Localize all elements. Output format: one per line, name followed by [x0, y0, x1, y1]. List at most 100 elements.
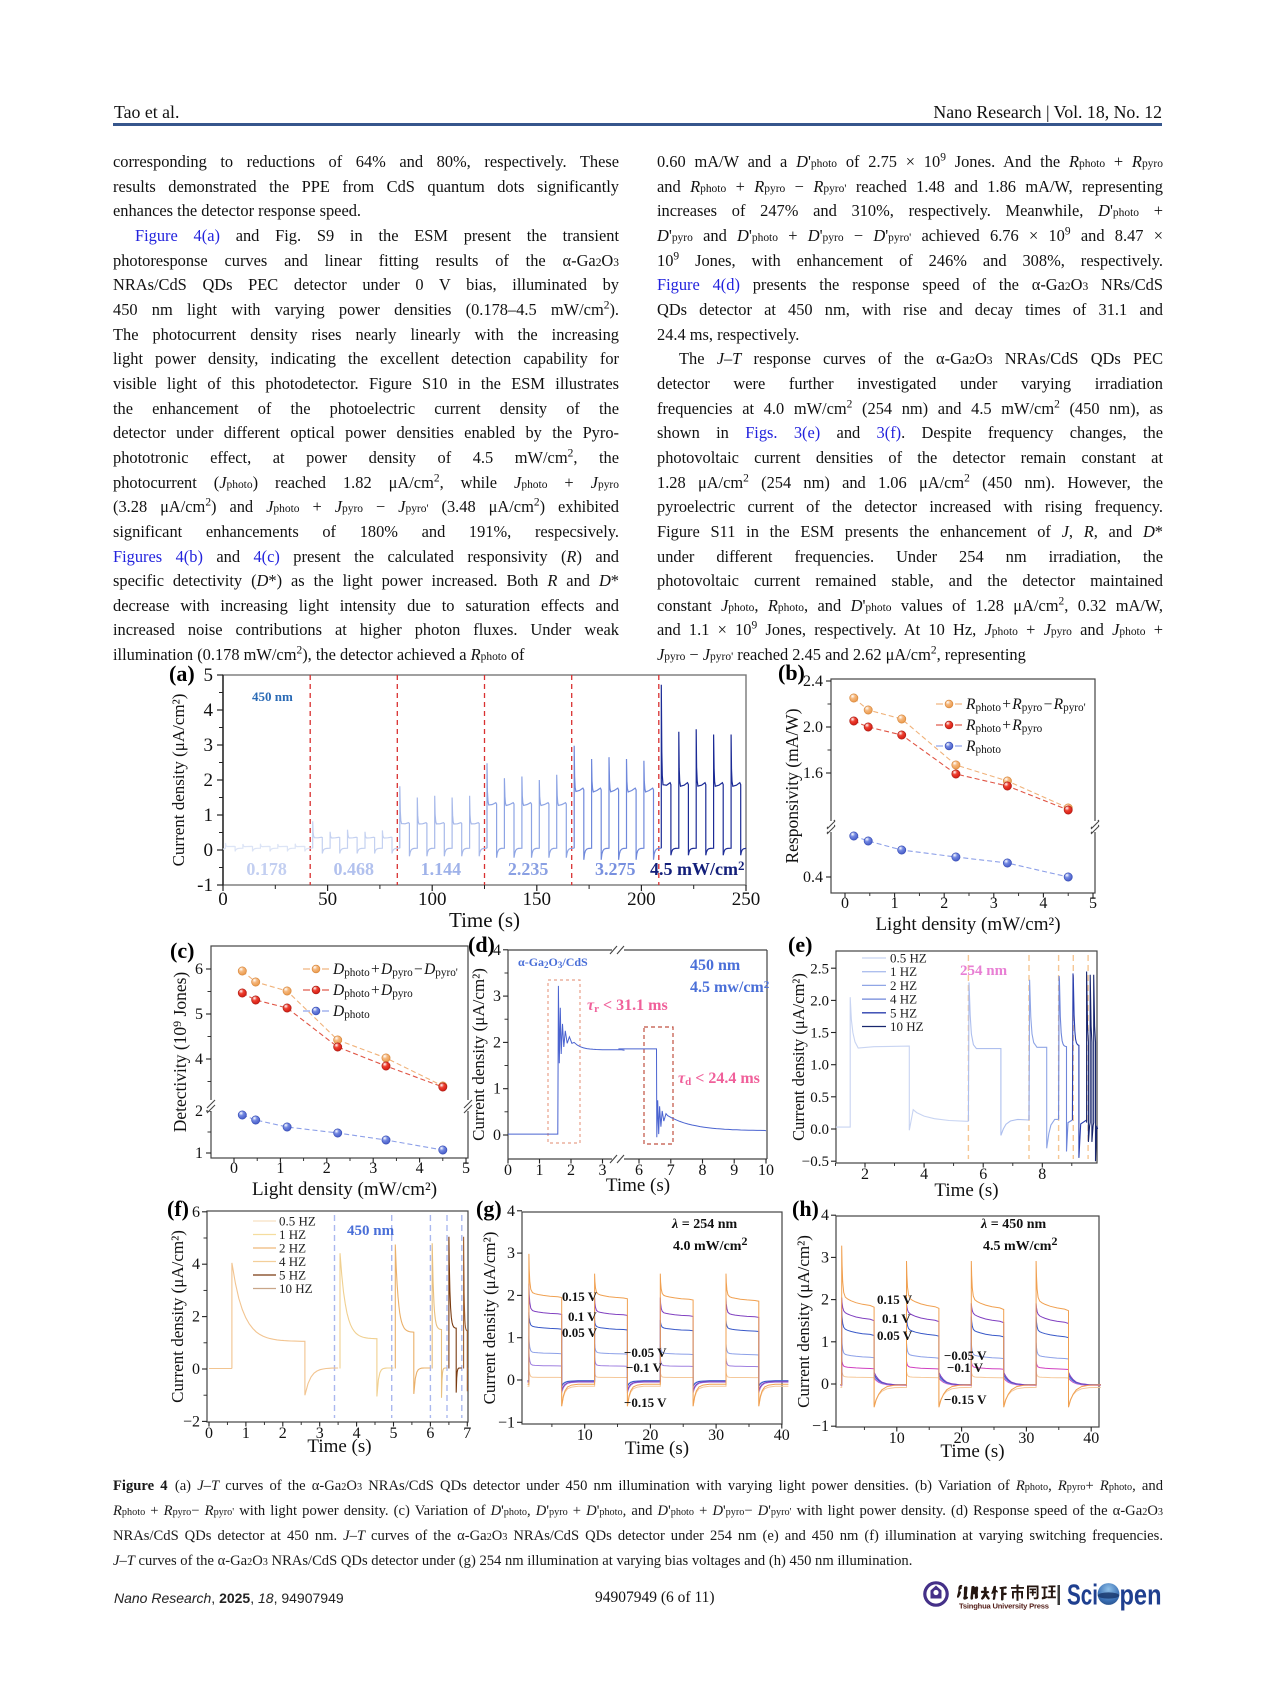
svg-text:2: 2 [204, 770, 214, 791]
svg-text:0.4: 0.4 [803, 869, 823, 886]
svg-text:1: 1 [242, 1425, 250, 1442]
svg-text:2.5: 2.5 [810, 961, 829, 977]
svg-text:9: 9 [730, 1162, 738, 1179]
svg-text:Current density (μA/cm²): Current density (μA/cm²) [789, 973, 808, 1141]
svg-text:0.1 V: 0.1 V [882, 1311, 911, 1326]
svg-text:1: 1 [821, 1334, 829, 1351]
svg-text:3: 3 [316, 1425, 324, 1442]
svg-text:(d): (d) [468, 932, 495, 957]
svg-text:20: 20 [642, 1427, 658, 1444]
svg-text:5 HZ: 5 HZ [890, 1005, 917, 1020]
svg-text:Current density (μA/cm²): Current density (μA/cm²) [469, 968, 488, 1141]
svg-text:0.15 V: 0.15 V [877, 1292, 913, 1307]
svg-text:5: 5 [1089, 895, 1097, 912]
svg-text:0.05 V: 0.05 V [877, 1328, 913, 1343]
svg-text:10: 10 [889, 1430, 905, 1447]
svg-text:α-Ga2O3/CdS: α-Ga2O3/CdS [518, 955, 588, 970]
svg-text:2.235: 2.235 [508, 859, 549, 879]
svg-text:3: 3 [990, 895, 998, 912]
svg-text:150: 150 [523, 889, 552, 910]
svg-text:4.5 mW/cm2: 4.5 mW/cm2 [983, 1234, 1057, 1254]
svg-text:Dphoto + Dpyro − Dpyro': Dphoto + Dpyro − Dpyro' [332, 961, 458, 979]
svg-text:1.5: 1.5 [810, 1026, 829, 1042]
svg-text:30: 30 [1018, 1430, 1034, 1447]
svg-text:2: 2 [940, 895, 948, 912]
svg-text:Time (s): Time (s) [449, 908, 520, 932]
svg-text:0.1 V: 0.1 V [568, 1309, 597, 1324]
svg-text:0.05 V: 0.05 V [562, 1325, 598, 1340]
svg-text:Time (s): Time (s) [940, 1441, 1004, 1462]
svg-text:(c): (c) [170, 938, 194, 963]
svg-text:4: 4 [493, 942, 501, 959]
svg-text:−1: −1 [498, 1414, 515, 1431]
svg-text:0: 0 [821, 1376, 829, 1393]
svg-text:4: 4 [204, 700, 214, 721]
svg-text:0: 0 [218, 889, 228, 910]
svg-text:200: 200 [627, 889, 656, 910]
svg-text:0: 0 [192, 1361, 200, 1378]
svg-text:(f): (f) [167, 1196, 189, 1221]
svg-text:0: 0 [841, 895, 849, 912]
svg-text:10: 10 [577, 1427, 593, 1444]
svg-text:1: 1 [204, 805, 214, 826]
svg-text:2 HZ: 2 HZ [890, 978, 917, 993]
svg-text:1: 1 [507, 1330, 515, 1347]
svg-text:2: 2 [821, 1292, 829, 1309]
svg-text:pen: pen [1120, 1580, 1162, 1612]
svg-text:6: 6 [192, 1204, 200, 1221]
svg-text:2: 2 [493, 1034, 501, 1051]
svg-text:2: 2 [507, 1287, 515, 1304]
svg-text:2: 2 [192, 1309, 200, 1326]
svg-text:6: 6 [979, 1166, 987, 1183]
svg-text:Current density (μA/cm²): Current density (μA/cm²) [794, 1235, 813, 1408]
svg-text:Rphoto: Rphoto [965, 738, 1001, 756]
svg-text:Sci: Sci [1067, 1580, 1098, 1612]
svg-text:(e): (e) [788, 932, 812, 957]
svg-text:250: 250 [732, 889, 761, 910]
svg-text:450 nm: 450 nm [347, 1223, 395, 1239]
svg-text:5: 5 [462, 1160, 470, 1177]
svg-text:0.5: 0.5 [810, 1090, 829, 1106]
svg-text:1: 1 [536, 1162, 544, 1179]
svg-text:1: 1 [493, 1081, 501, 1098]
svg-text:0: 0 [205, 1425, 213, 1442]
svg-text:10: 10 [758, 1162, 774, 1179]
svg-text:5 HZ: 5 HZ [279, 1268, 306, 1283]
svg-text:−0.05 V: −0.05 V [624, 1345, 667, 1360]
svg-text:4.0 mW/cm2: 4.0 mW/cm2 [673, 1234, 747, 1254]
svg-text:Time (s): Time (s) [934, 1180, 998, 1201]
svg-text:4: 4 [416, 1160, 424, 1177]
svg-text:254 nm: 254 nm [960, 963, 1008, 979]
svg-text:1: 1 [195, 1145, 203, 1162]
svg-text:(g): (g) [476, 1196, 502, 1221]
svg-text:3: 3 [204, 735, 214, 756]
svg-text:5: 5 [390, 1425, 398, 1442]
svg-text:2: 2 [279, 1425, 287, 1442]
svg-text:(h): (h) [792, 1196, 819, 1221]
svg-text:2.0: 2.0 [803, 719, 823, 736]
svg-text:2: 2 [195, 1103, 203, 1120]
svg-text:−0.1 V: −0.1 V [947, 1360, 984, 1375]
svg-text:Tsinghua University Press: Tsinghua University Press [959, 1602, 1049, 1611]
svg-text:4 HZ: 4 HZ [279, 1254, 306, 1269]
svg-text:40: 40 [774, 1427, 790, 1444]
svg-text:1 HZ: 1 HZ [279, 1227, 306, 1242]
svg-text:6: 6 [635, 1162, 643, 1179]
svg-text:Time (s): Time (s) [606, 1175, 670, 1196]
svg-text:3.275: 3.275 [595, 859, 636, 879]
svg-text:5: 5 [195, 1006, 203, 1023]
svg-text:Rphoto + Rpyro: Rphoto + Rpyro [965, 717, 1043, 735]
svg-text:6: 6 [195, 961, 203, 978]
svg-text:2: 2 [861, 1166, 869, 1183]
svg-text:0: 0 [504, 1162, 512, 1179]
svg-text:−0.15 V: −0.15 V [624, 1395, 667, 1410]
svg-text:Rphoto + Rpyro − Rpyro': Rphoto + Rpyro − Rpyro' [965, 696, 1086, 714]
svg-text:6: 6 [426, 1425, 434, 1442]
svg-text:0.0: 0.0 [810, 1122, 829, 1138]
svg-text:4: 4 [192, 1256, 200, 1273]
svg-text:7: 7 [463, 1425, 471, 1442]
svg-text:Current density (μA/cm²): Current density (μA/cm²) [169, 694, 188, 867]
svg-text:30: 30 [708, 1427, 724, 1444]
svg-text:0.5 HZ: 0.5 HZ [890, 951, 927, 966]
svg-text:4: 4 [1039, 895, 1047, 912]
